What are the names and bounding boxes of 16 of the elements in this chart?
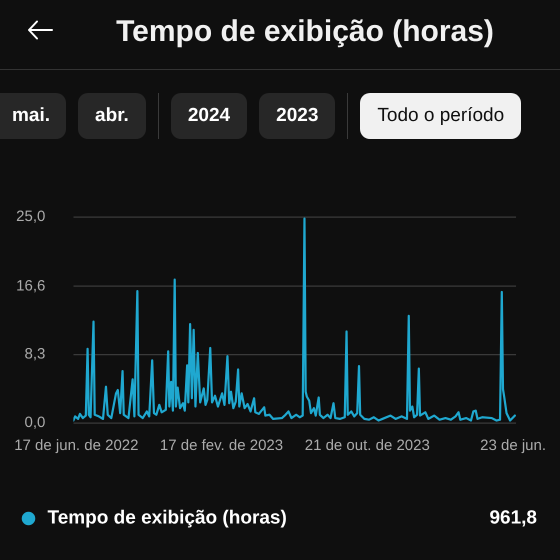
text: mai. <box>12 105 50 127</box>
x-tick-label: 17 de jun. de 2022 <box>14 437 138 454</box>
x-tick-label: 23 de jun. <box>480 437 546 454</box>
chart-title: Tempo de exibição (horas) <box>116 15 494 48</box>
y-tick-label: 0,0 <box>24 414 46 432</box>
y-tick-label: 25,0 <box>16 208 46 226</box>
text: 2024 <box>188 105 230 127</box>
text: Todo o período <box>377 105 504 127</box>
y-tick-label: 16,6 <box>16 277 46 294</box>
x-tick-label: 17 de fev. de 2023 <box>160 437 284 454</box>
text: 2023 <box>276 105 318 127</box>
text: 961,8 <box>489 508 537 529</box>
text: abr. <box>95 105 129 127</box>
y-tick-label: 8,3 <box>24 346 46 363</box>
legend-label: Tempo de exibição (horas) <box>48 508 287 529</box>
x-tick-label: 21 de out. de 2023 <box>304 437 430 454</box>
